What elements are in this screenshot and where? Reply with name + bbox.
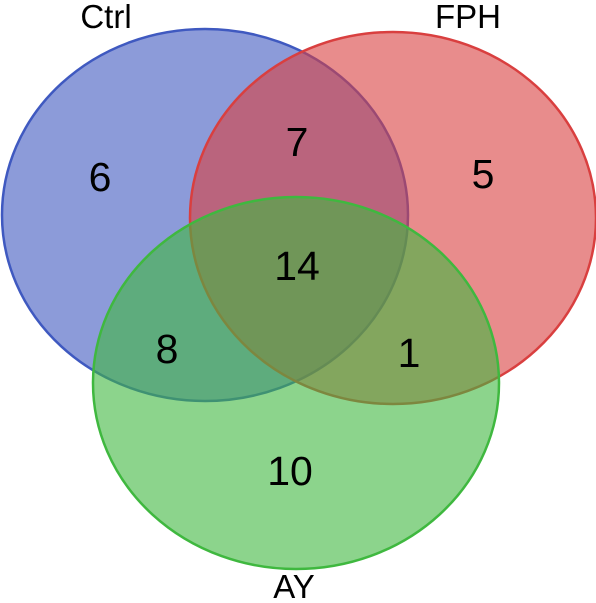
ctrl-label: Ctrl	[80, 0, 131, 35]
ay-circle	[91, 195, 501, 571]
fph-label: FPH	[435, 0, 501, 35]
count-ay-only: 10	[267, 448, 313, 494]
count-all: 14	[274, 243, 320, 289]
count-ctrl-fph: 7	[286, 119, 309, 165]
ay-label: AY	[273, 568, 315, 603]
count-fph-only: 5	[472, 151, 495, 197]
count-ctrl-ay: 8	[156, 326, 179, 372]
count-fph-ay: 1	[398, 330, 421, 376]
count-ctrl-only: 6	[89, 154, 112, 200]
